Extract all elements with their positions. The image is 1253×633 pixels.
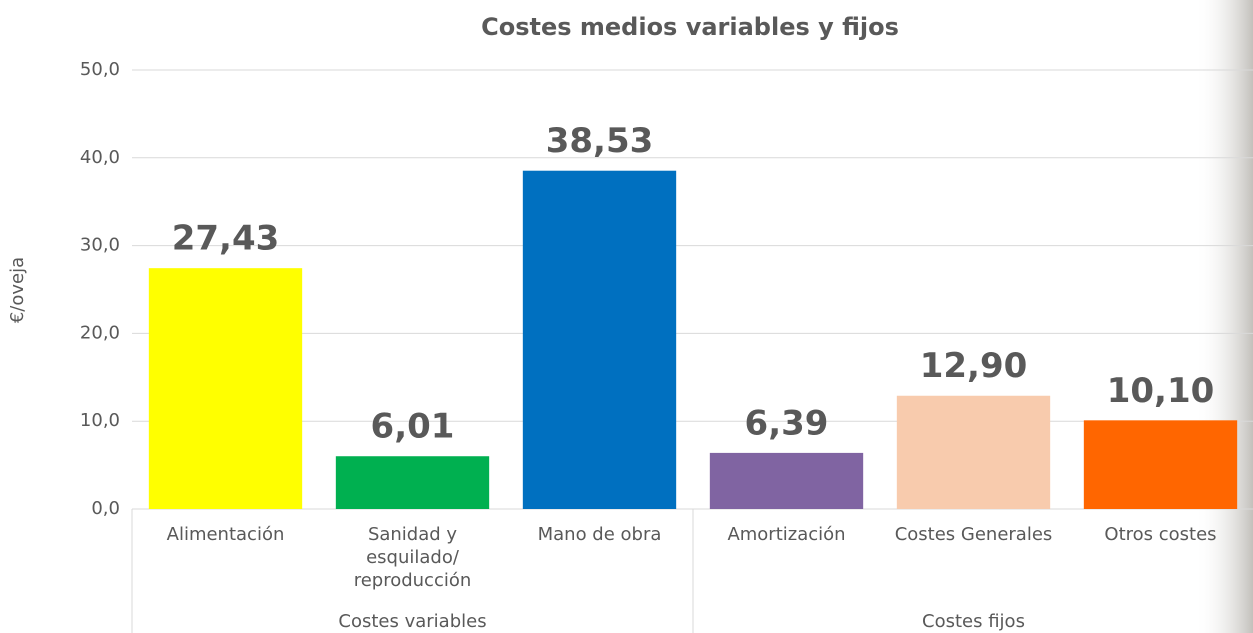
x-tick-label: Costes Generales: [894, 524, 1053, 545]
bar: [522, 170, 677, 509]
bar: [148, 268, 303, 509]
x-tick-label: Otros costes: [1104, 524, 1217, 545]
x-tick-label: Sanidad y esquilado/ reproducción: [353, 524, 472, 591]
bar: [896, 395, 1051, 509]
background-photo: [1195, 0, 1253, 633]
value-label: 27,43: [172, 219, 280, 259]
group-label: Costes fijos: [922, 611, 1025, 632]
value-label: 6,39: [745, 403, 829, 443]
value-label: 10,10: [1107, 371, 1215, 411]
bar: [335, 456, 490, 509]
y-tick-label: 20,0: [80, 322, 120, 343]
x-tick-label: Mano de obra: [537, 524, 662, 545]
value-label: 6,01: [371, 407, 455, 447]
bar: [709, 452, 864, 509]
y-axis-label: €/oveja: [7, 257, 28, 323]
bar: [1083, 420, 1238, 509]
group-label: Costes variables: [338, 611, 486, 632]
value-label: 38,53: [546, 121, 654, 161]
y-tick-label: 0,0: [91, 498, 120, 519]
y-tick-label: 40,0: [80, 147, 120, 168]
y-tick-label: 10,0: [80, 410, 120, 431]
x-tick-label: Amortización: [727, 524, 846, 545]
value-label: 12,90: [920, 346, 1028, 386]
y-tick-label: 30,0: [80, 235, 120, 256]
y-tick-label: 50,0: [80, 59, 120, 80]
chart-title: Costes medios variables y fijos: [481, 13, 899, 41]
x-tick-label: Alimentación: [166, 524, 285, 545]
